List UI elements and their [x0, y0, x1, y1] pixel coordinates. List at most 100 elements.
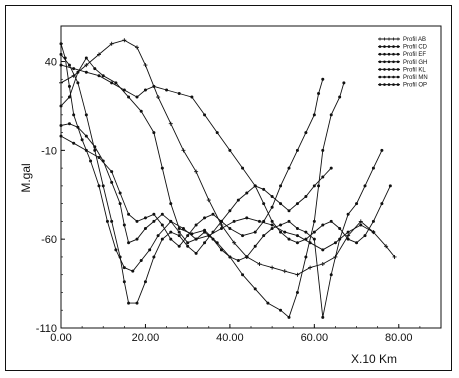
- data-point: [241, 234, 245, 238]
- data-point: [371, 219, 375, 223]
- data-point: [287, 315, 291, 319]
- data-point: [118, 255, 122, 259]
- data-point: [135, 95, 139, 99]
- series-line: [60, 54, 332, 304]
- data-point: [228, 209, 232, 213]
- data-point: [169, 230, 173, 234]
- data-point: [156, 95, 161, 100]
- data-point: [139, 258, 143, 262]
- data-point: [346, 237, 350, 241]
- data-point: [203, 230, 207, 234]
- legend-label: Profil GH: [403, 60, 427, 66]
- data-point: [118, 191, 122, 195]
- data-point: [135, 45, 139, 50]
- data-point: [262, 219, 266, 223]
- data-point: [219, 227, 223, 231]
- data-point: [72, 141, 76, 145]
- legend-entry: Profil KL: [378, 67, 426, 73]
- data-point: [67, 122, 71, 126]
- data-point: [295, 241, 299, 245]
- data-point: [84, 148, 88, 152]
- data-point: [257, 219, 261, 223]
- legend-marker: [392, 83, 395, 86]
- data-point: [97, 52, 101, 57]
- data-point: [312, 113, 316, 117]
- data-point: [228, 227, 232, 231]
- data-point: [283, 230, 287, 234]
- legend-label: Profil OP: [403, 83, 427, 89]
- data-point: [270, 219, 274, 223]
- series-5: [59, 77, 325, 248]
- data-point: [186, 241, 190, 245]
- data-point: [338, 237, 342, 241]
- data-point: [279, 184, 283, 188]
- data-point: [110, 180, 114, 184]
- data-point: [76, 70, 80, 74]
- data-point: [270, 227, 274, 231]
- data-point: [165, 88, 169, 92]
- data-point: [308, 265, 313, 270]
- data-point: [312, 230, 316, 234]
- data-point: [122, 88, 126, 92]
- x-tick-label: 80.00: [385, 332, 413, 344]
- data-point: [169, 219, 173, 223]
- data-point: [203, 113, 207, 117]
- data-point: [287, 219, 291, 223]
- data-point: [262, 202, 266, 206]
- data-point: [152, 212, 156, 216]
- data-point: [245, 255, 249, 259]
- data-point: [110, 219, 114, 223]
- data-point: [84, 134, 88, 138]
- data-point: [114, 248, 118, 252]
- x-tick-label: 60.00: [301, 332, 329, 344]
- data-point: [262, 187, 266, 191]
- series-4: [59, 52, 333, 305]
- data-point: [253, 244, 257, 248]
- series-6: [59, 122, 384, 319]
- data-point: [211, 212, 215, 216]
- data-point: [122, 266, 126, 270]
- data-point: [160, 237, 164, 241]
- legend-entry: Profil CD: [378, 45, 428, 51]
- data-point: [232, 219, 236, 223]
- data-point: [59, 63, 63, 67]
- legend-marker: [396, 37, 400, 41]
- data-point: [76, 125, 80, 129]
- legend-marker: [387, 37, 391, 41]
- data-point: [84, 70, 88, 74]
- data-point: [97, 74, 101, 78]
- legend-marker: [378, 83, 382, 86]
- data-point: [177, 244, 181, 248]
- data-point: [152, 131, 156, 135]
- series-line: [60, 57, 345, 319]
- data-point: [266, 301, 270, 305]
- data-point: [139, 109, 143, 113]
- data-point: [304, 237, 308, 241]
- data-point: [118, 202, 122, 206]
- y-tick-label: -110: [36, 323, 57, 335]
- data-point: [359, 223, 363, 227]
- data-point: [308, 241, 312, 245]
- data-point: [253, 230, 257, 234]
- data-point: [143, 63, 148, 68]
- data-point: [135, 237, 139, 241]
- data-point: [177, 227, 181, 231]
- data-point: [152, 219, 156, 223]
- data-point: [329, 166, 333, 170]
- data-point: [93, 67, 97, 71]
- data-point: [76, 81, 80, 85]
- series-line: [60, 123, 383, 318]
- data-point: [101, 184, 105, 188]
- data-point: [143, 280, 147, 284]
- data-point: [194, 251, 198, 255]
- data-point: [160, 166, 164, 170]
- data-point: [84, 113, 88, 117]
- data-point: [215, 131, 219, 135]
- data-point: [143, 216, 147, 220]
- y-axis-title: M.gal: [19, 163, 33, 192]
- data-point: [127, 301, 131, 305]
- data-point: [320, 262, 325, 267]
- data-point: [392, 254, 397, 259]
- data-point: [321, 77, 325, 81]
